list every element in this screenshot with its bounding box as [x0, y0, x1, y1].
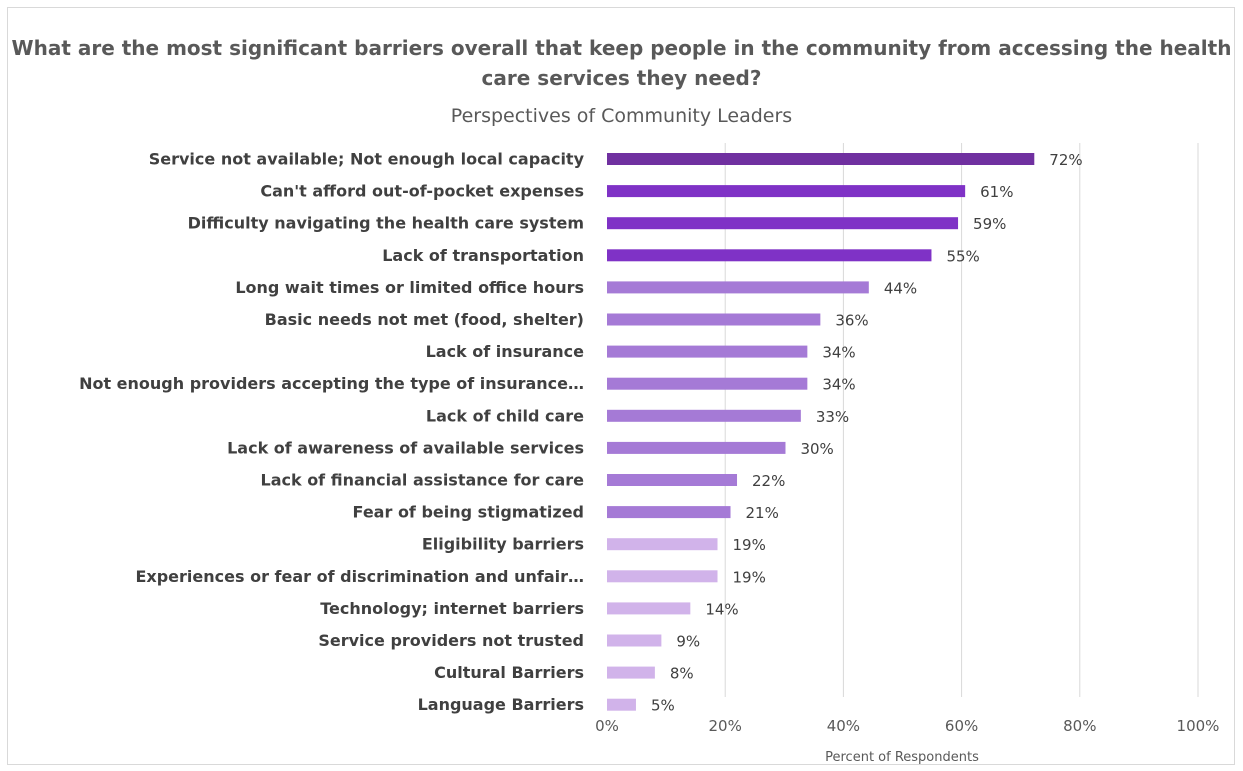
bar: [607, 506, 731, 519]
category-label: Technology; internet barriers: [320, 599, 584, 618]
category-label: Eligibility barriers: [422, 535, 584, 554]
category-label: Service providers not trusted: [318, 631, 584, 650]
bar: [607, 441, 786, 454]
x-tick-label: 60%: [945, 717, 978, 735]
x-tick-label: 0%: [595, 717, 619, 735]
category-label: Can't afford out-of-pocket expenses: [260, 182, 584, 201]
category-label: Long wait times or limited office hours: [235, 278, 584, 297]
category-label: Lack of insurance: [426, 342, 585, 361]
value-labels: 72% 61% 59% 55% 44% 36% 34% 34% 33% 30% 22% 21% 19% 1…: [651, 151, 1083, 715]
category-label: Lack of child care: [426, 406, 584, 425]
bar: [607, 377, 808, 390]
bar: [607, 538, 718, 551]
x-tick-label: 20%: [709, 717, 742, 735]
value-label: 61%: [980, 183, 1013, 201]
chart-subtitle: Perspectives of Community Leaders: [450, 105, 793, 127]
category-label: Service not available; Not enough local …: [149, 150, 585, 169]
bar: [607, 570, 718, 583]
category-labels: Service not available; Not enough local …: [79, 150, 585, 715]
x-tick-label: 40%: [827, 717, 860, 735]
bar: [607, 666, 655, 679]
bar: [607, 281, 869, 294]
value-label: 5%: [651, 697, 675, 715]
bar: [607, 249, 932, 262]
value-label: 34%: [822, 376, 855, 394]
category-label: Lack of financial assistance for care: [261, 471, 585, 490]
value-label: 33%: [816, 408, 849, 426]
bar: [607, 634, 662, 647]
bar: [607, 409, 801, 422]
x-tick-label: 100%: [1177, 717, 1220, 735]
chart-title: What are the most significant barriers o…: [11, 36, 1232, 90]
value-label: 19%: [733, 536, 766, 554]
bar: [607, 474, 738, 486]
category-label: Experiences or fear of discrimination an…: [135, 567, 584, 586]
value-label: 14%: [705, 600, 738, 618]
category-label: Difficulty navigating the health care sy…: [188, 214, 584, 233]
category-label: Fear of being stigmatized: [353, 503, 584, 522]
value-label: 59%: [973, 215, 1006, 233]
value-label: 21%: [746, 504, 779, 522]
value-label: 22%: [752, 472, 785, 490]
category-label: Lack of awareness of available services: [227, 438, 584, 457]
bar: [607, 185, 966, 198]
value-label: 55%: [946, 247, 979, 265]
bar: [607, 217, 959, 230]
value-label: 34%: [822, 344, 855, 362]
bar: [607, 602, 691, 615]
x-tick-label: 80%: [1063, 717, 1096, 735]
value-label: 9%: [676, 633, 700, 651]
value-label: 19%: [733, 568, 766, 586]
value-label: 72%: [1049, 151, 1082, 169]
bar: [607, 153, 1035, 165]
value-label: 30%: [800, 440, 833, 458]
category-label: Cultural Barriers: [434, 663, 584, 682]
bar: [607, 345, 808, 358]
category-label: Not enough providers accepting the type …: [79, 374, 584, 393]
bar: [607, 698, 636, 711]
value-label: 44%: [884, 279, 917, 297]
category-label: Language Barriers: [418, 695, 584, 714]
category-label: Lack of transportation: [382, 246, 584, 265]
bar: [607, 313, 821, 326]
value-label: 8%: [670, 665, 694, 683]
value-label: 36%: [835, 312, 868, 330]
category-label: Basic needs not met (food, shelter): [265, 310, 584, 329]
x-axis-title: Percent of Respondents: [825, 750, 979, 765]
x-axis-tick-labels: 0% 20% 40% 60% 80% 100%: [595, 717, 1219, 735]
bars: [607, 153, 1035, 711]
